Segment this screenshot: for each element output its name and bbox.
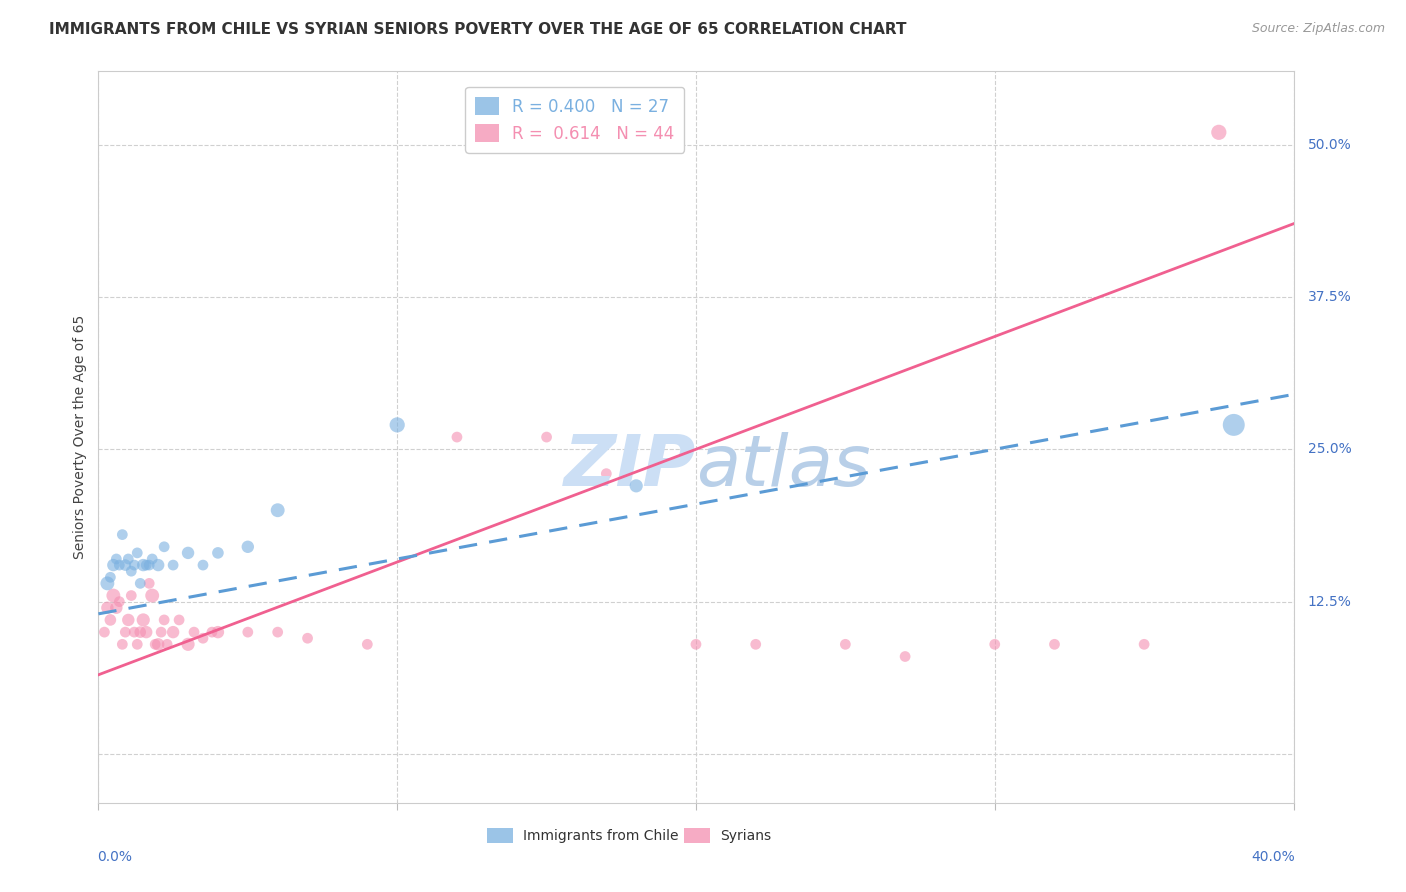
Point — [1208, 125, 1230, 139]
Point — [191, 558, 214, 573]
Point — [207, 625, 229, 640]
Point — [132, 613, 155, 627]
Point — [236, 540, 259, 554]
Point — [114, 558, 136, 573]
Point — [446, 430, 468, 444]
Text: 25.0%: 25.0% — [1308, 442, 1351, 457]
Text: ZIP: ZIP — [564, 432, 696, 500]
Text: 40.0%: 40.0% — [1251, 850, 1295, 864]
Point — [108, 594, 131, 608]
Text: IMMIGRANTS FROM CHILE VS SYRIAN SENIORS POVERTY OVER THE AGE OF 65 CORRELATION C: IMMIGRANTS FROM CHILE VS SYRIAN SENIORS … — [49, 22, 907, 37]
Point — [595, 467, 617, 481]
Point — [1133, 637, 1156, 651]
Point — [148, 637, 170, 651]
Point — [177, 546, 200, 560]
Legend: R = 0.400   N = 27, R =  0.614   N = 44: R = 0.400 N = 27, R = 0.614 N = 44 — [465, 87, 685, 153]
Point — [120, 564, 142, 578]
Point — [834, 637, 856, 651]
Text: 50.0%: 50.0% — [1308, 137, 1351, 152]
Point — [96, 600, 118, 615]
Point — [135, 625, 157, 640]
Point — [156, 637, 179, 651]
Point — [132, 558, 155, 573]
Point — [536, 430, 558, 444]
Point — [114, 625, 136, 640]
Point — [135, 558, 157, 573]
Point — [150, 625, 173, 640]
Point — [129, 625, 152, 640]
Point — [1223, 417, 1246, 432]
Point — [267, 503, 290, 517]
Point — [105, 552, 128, 566]
Point — [127, 637, 149, 651]
Point — [141, 552, 163, 566]
Point — [183, 625, 205, 640]
Point — [148, 558, 170, 573]
Point — [124, 558, 146, 573]
Point — [93, 625, 115, 640]
Point — [191, 632, 214, 646]
Point — [153, 613, 176, 627]
Point — [207, 546, 229, 560]
Point — [108, 558, 131, 573]
Point — [626, 479, 648, 493]
Point — [385, 417, 409, 432]
Point — [103, 558, 125, 573]
Point — [120, 589, 142, 603]
Point — [111, 637, 134, 651]
Point — [236, 625, 259, 640]
Point — [98, 613, 122, 627]
Point — [138, 558, 160, 573]
Point — [103, 589, 125, 603]
Point — [162, 558, 184, 573]
Point — [984, 637, 1007, 651]
FancyBboxPatch shape — [685, 829, 710, 843]
Point — [267, 625, 290, 640]
Point — [685, 637, 707, 651]
Point — [153, 540, 176, 554]
Point — [177, 637, 200, 651]
Point — [201, 625, 224, 640]
Point — [894, 649, 917, 664]
Point — [167, 613, 190, 627]
Text: 0.0%: 0.0% — [97, 850, 132, 864]
Text: Syrians: Syrians — [720, 829, 770, 843]
Point — [129, 576, 152, 591]
Text: atlas: atlas — [696, 432, 870, 500]
Y-axis label: Seniors Poverty Over the Age of 65: Seniors Poverty Over the Age of 65 — [73, 315, 87, 559]
Point — [162, 625, 184, 640]
Point — [141, 589, 163, 603]
Point — [297, 632, 319, 646]
Point — [1043, 637, 1066, 651]
Point — [127, 546, 149, 560]
Point — [98, 570, 122, 584]
Point — [745, 637, 768, 651]
Point — [111, 527, 134, 541]
Text: 37.5%: 37.5% — [1308, 290, 1351, 304]
Text: Source: ZipAtlas.com: Source: ZipAtlas.com — [1251, 22, 1385, 36]
Text: Immigrants from Chile: Immigrants from Chile — [523, 829, 678, 843]
Point — [105, 600, 128, 615]
Point — [124, 625, 146, 640]
Point — [117, 613, 139, 627]
Point — [117, 552, 139, 566]
Point — [138, 576, 160, 591]
FancyBboxPatch shape — [486, 829, 513, 843]
Text: 12.5%: 12.5% — [1308, 595, 1351, 608]
Point — [356, 637, 378, 651]
Point — [96, 576, 118, 591]
Point — [143, 637, 166, 651]
